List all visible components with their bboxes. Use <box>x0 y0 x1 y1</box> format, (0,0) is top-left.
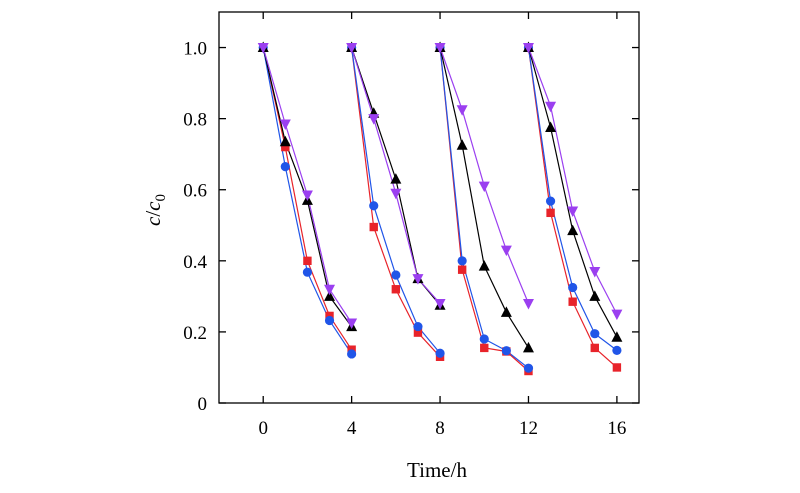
series-line-blue-circle <box>439 47 529 369</box>
data-point-purple-triangle-down <box>567 206 579 218</box>
data-point-blue-circle <box>280 162 290 172</box>
data-point-black-triangle <box>500 306 512 317</box>
data-point-black-triangle <box>545 121 557 133</box>
y-axis-title-c0: c <box>141 201 165 211</box>
y-tick-label: 0.2 <box>183 323 207 344</box>
data-point-purple-triangle-down <box>522 43 534 54</box>
data-point-black-triangle <box>611 331 623 342</box>
data-point-blue-circle <box>324 315 335 326</box>
data-point-purple-triangle-down <box>324 284 336 296</box>
data-point-blue-circle <box>501 346 511 356</box>
series-line-black-triangle <box>527 47 618 338</box>
data-point-red-square <box>369 222 378 232</box>
data-point-purple-triangle-down <box>500 245 512 257</box>
data-point-blue-circle <box>413 321 423 332</box>
data-point-purple-triangle-down <box>456 105 468 116</box>
x-axis-ticks: 0 4 8 12 16 <box>258 12 626 439</box>
x-tick-label: 8 <box>435 418 445 439</box>
series-line-red-square <box>351 47 441 358</box>
series-line-red-square <box>439 47 529 372</box>
data-point-blue-circle <box>302 267 313 277</box>
data-point-purple-triangle-down <box>257 43 269 54</box>
y-axis-title-slash: / <box>141 211 165 217</box>
data-point-purple-triangle-down <box>412 274 424 285</box>
data-point-purple-triangle-down <box>589 266 601 278</box>
data-point-purple-triangle-down <box>279 119 291 130</box>
data-point-black-triangle <box>456 139 468 150</box>
data-point-purple-triangle-down <box>346 43 358 54</box>
data-point-purple-triangle-down <box>346 318 358 330</box>
x-tick-label: 0 <box>258 418 268 439</box>
data-point-black-triangle <box>522 341 534 353</box>
y-axis-ticks: 0 0.2 0.4 0.6 0.8 1.0 <box>183 39 639 415</box>
data-point-black-triangle <box>279 135 291 147</box>
data-point-black-triangle <box>324 290 336 301</box>
data-point-red-square <box>546 208 555 218</box>
y-tick-label: 0.6 <box>183 181 207 202</box>
data-point-purple-triangle-down <box>434 298 446 310</box>
data-point-purple-triangle-down <box>611 309 623 321</box>
data-point-purple-triangle-down <box>301 190 313 202</box>
data-point-red-square <box>480 343 489 353</box>
data-point-red-square <box>281 142 290 152</box>
data-point-black-triangle <box>478 260 490 271</box>
x-axis-title: Time/h <box>407 458 467 482</box>
y-axis-title-subscript: 0 <box>153 194 169 202</box>
y-axis-title-c: c <box>141 216 165 226</box>
data-point-blue-circle <box>457 256 467 266</box>
x-tick-label: 16 <box>607 418 626 439</box>
series-line-black-triangle <box>439 47 530 349</box>
x-tick-label: 12 <box>519 418 538 439</box>
data-point-red-square <box>457 265 467 274</box>
data-point-blue-circle <box>479 334 489 344</box>
data-point-red-square <box>612 363 622 372</box>
data-point-blue-circle <box>590 329 600 339</box>
data-point-blue-circle <box>369 201 379 211</box>
data-point-purple-triangle-down <box>368 114 380 125</box>
y-tick-label: 0 <box>198 394 208 415</box>
data-point-red-square <box>391 285 401 294</box>
data-point-black-triangle <box>589 290 601 301</box>
data-point-blue-circle <box>612 345 622 355</box>
y-axis-title: c/c0 <box>141 194 169 226</box>
data-point-purple-triangle-down <box>522 298 534 310</box>
plot-frame <box>218 11 640 404</box>
series-lines <box>262 47 618 372</box>
data-point-blue-circle <box>435 348 445 358</box>
series-line-purple-triangle-down <box>262 47 353 324</box>
y-tick-label: 0.8 <box>183 110 207 131</box>
data-point-blue-circle <box>347 349 357 359</box>
data-point-blue-circle <box>391 270 401 280</box>
series-line-blue-circle <box>351 47 441 354</box>
series-line-purple-triangle-down <box>527 47 618 315</box>
data-point-red-square <box>413 328 423 337</box>
data-point-red-square <box>303 256 312 266</box>
y-tick-label: 1.0 <box>183 39 207 60</box>
series-line-black-triangle <box>262 47 353 327</box>
data-point-purple-triangle-down <box>545 101 557 113</box>
series-markers <box>257 41 623 376</box>
y-tick-label: 0.4 <box>183 252 207 273</box>
data-point-black-triangle <box>567 224 579 236</box>
data-point-blue-circle <box>568 282 578 293</box>
data-point-red-square <box>325 311 334 321</box>
data-point-black-triangle <box>390 173 402 184</box>
data-point-purple-triangle-down <box>434 43 446 54</box>
data-point-red-square <box>568 297 577 306</box>
data-point-purple-triangle-down <box>478 181 490 193</box>
data-point-red-square <box>590 343 599 353</box>
x-tick-label: 4 <box>347 418 357 439</box>
data-point-blue-circle <box>545 196 556 206</box>
data-point-purple-triangle-down <box>390 188 402 200</box>
data-point-blue-circle <box>523 363 534 373</box>
